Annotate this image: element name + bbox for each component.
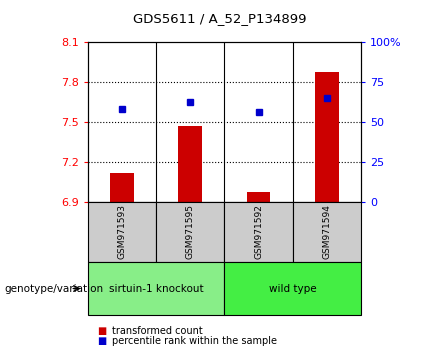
Text: genotype/variation: genotype/variation — [4, 284, 103, 293]
Bar — [315, 72, 339, 202]
Text: GSM971593: GSM971593 — [117, 204, 127, 259]
Text: sirtuin-1 knockout: sirtuin-1 knockout — [109, 284, 204, 293]
Text: wild type: wild type — [269, 284, 316, 293]
Text: GSM971595: GSM971595 — [186, 204, 195, 259]
Text: GDS5611 / A_52_P134899: GDS5611 / A_52_P134899 — [133, 12, 307, 25]
Text: GSM971592: GSM971592 — [254, 204, 263, 259]
Text: percentile rank within the sample: percentile rank within the sample — [112, 336, 277, 346]
Bar — [110, 172, 134, 202]
Text: GSM971594: GSM971594 — [322, 204, 331, 259]
Text: ■: ■ — [97, 326, 106, 336]
Bar — [178, 126, 202, 202]
Bar — [246, 193, 271, 202]
Text: ■: ■ — [97, 336, 106, 346]
Text: transformed count: transformed count — [112, 326, 203, 336]
